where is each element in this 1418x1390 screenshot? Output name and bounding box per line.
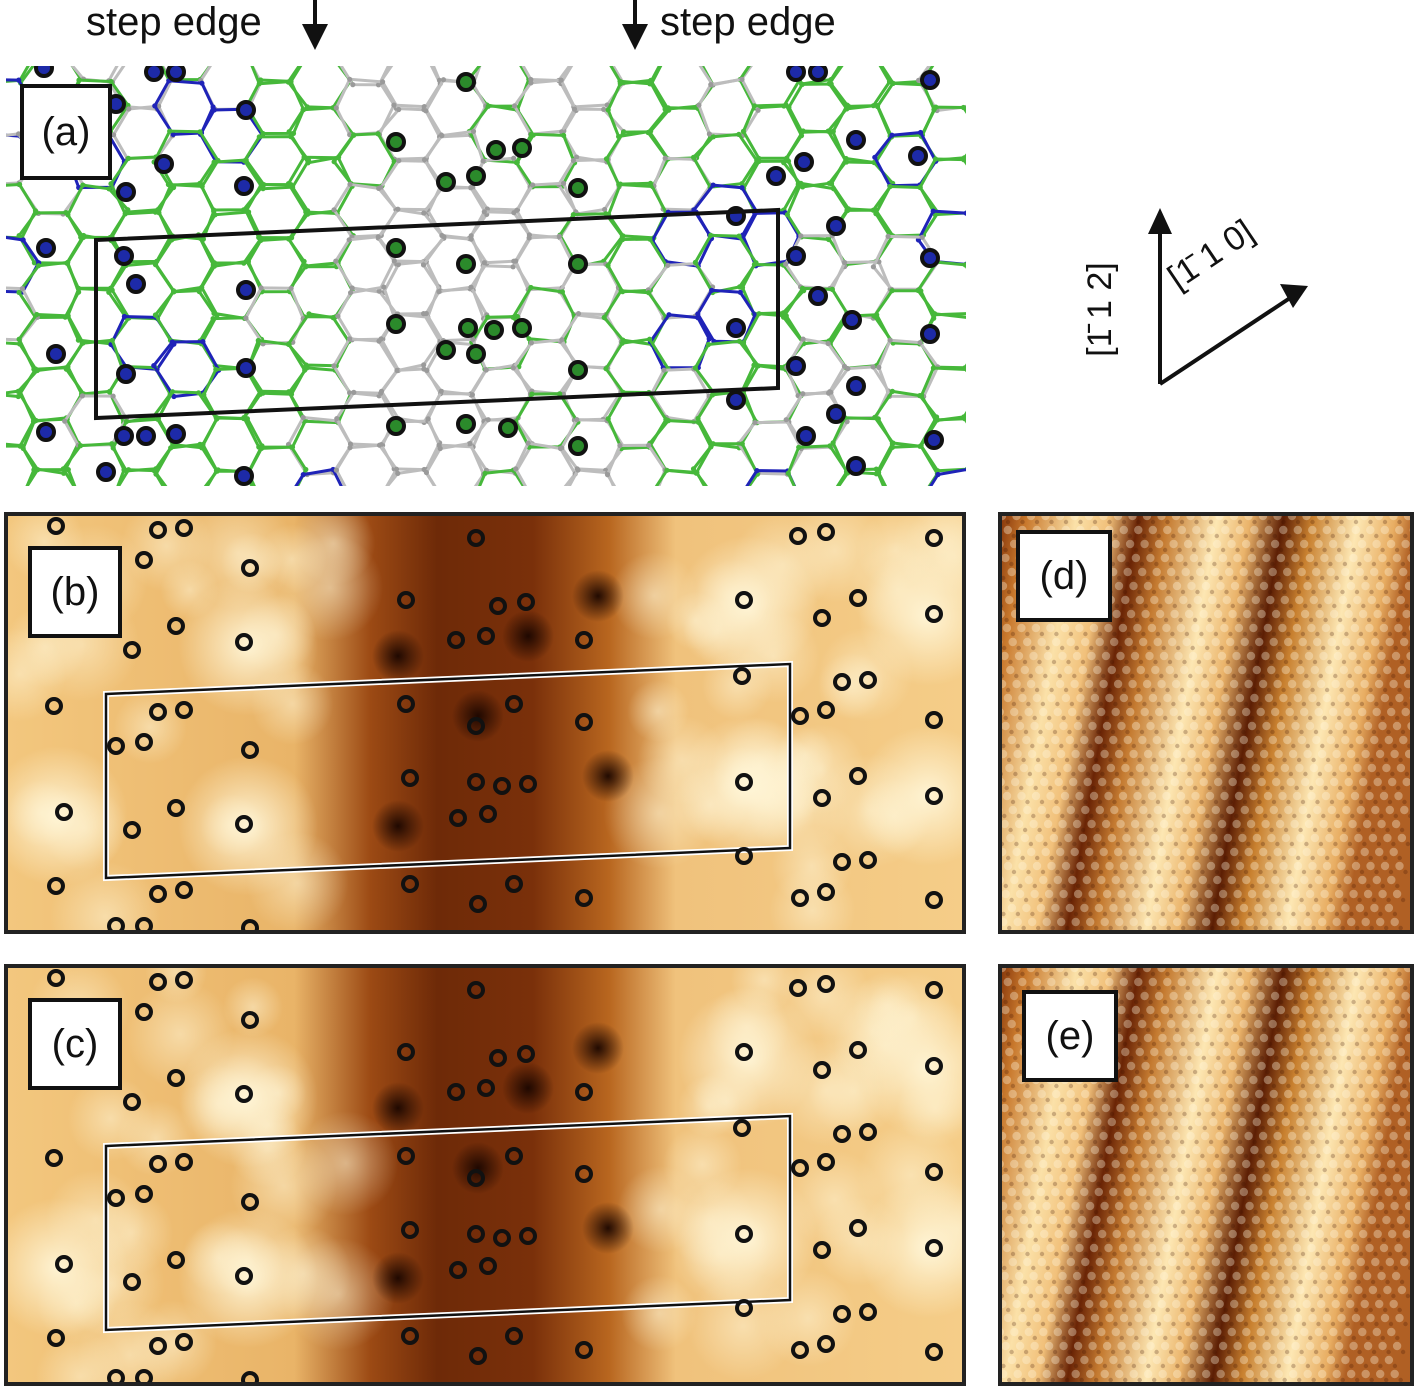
step-edge-arrow-left-icon	[300, 0, 330, 50]
marker-atoms	[34, 66, 944, 486]
bond-network	[6, 66, 966, 486]
unit-cell-outline	[94, 207, 780, 421]
atomic-network	[6, 66, 966, 486]
panel-c-stm-simulation	[4, 964, 966, 1386]
direction-axes-icon	[1148, 208, 1308, 386]
panel-c-label: (c)	[28, 998, 122, 1090]
step-edge-label-left: step edge	[86, 0, 262, 44]
step-edge-arrow-right-icon	[620, 0, 650, 50]
panel-b-stm-simulation	[4, 512, 966, 934]
stm-image-c	[8, 968, 962, 1382]
axis-vertical-label: [1̄ 1 2]	[1080, 262, 1119, 357]
panel-d-label: (d)	[1016, 530, 1112, 622]
panel-b-label: (b)	[28, 546, 122, 638]
panel-a-label: (a)	[20, 84, 112, 180]
panel-a-atomic-model	[6, 66, 966, 486]
stm-image-b	[8, 516, 962, 930]
panel-e-label: (e)	[1022, 990, 1118, 1082]
step-edge-label-right: step edge	[660, 0, 836, 44]
